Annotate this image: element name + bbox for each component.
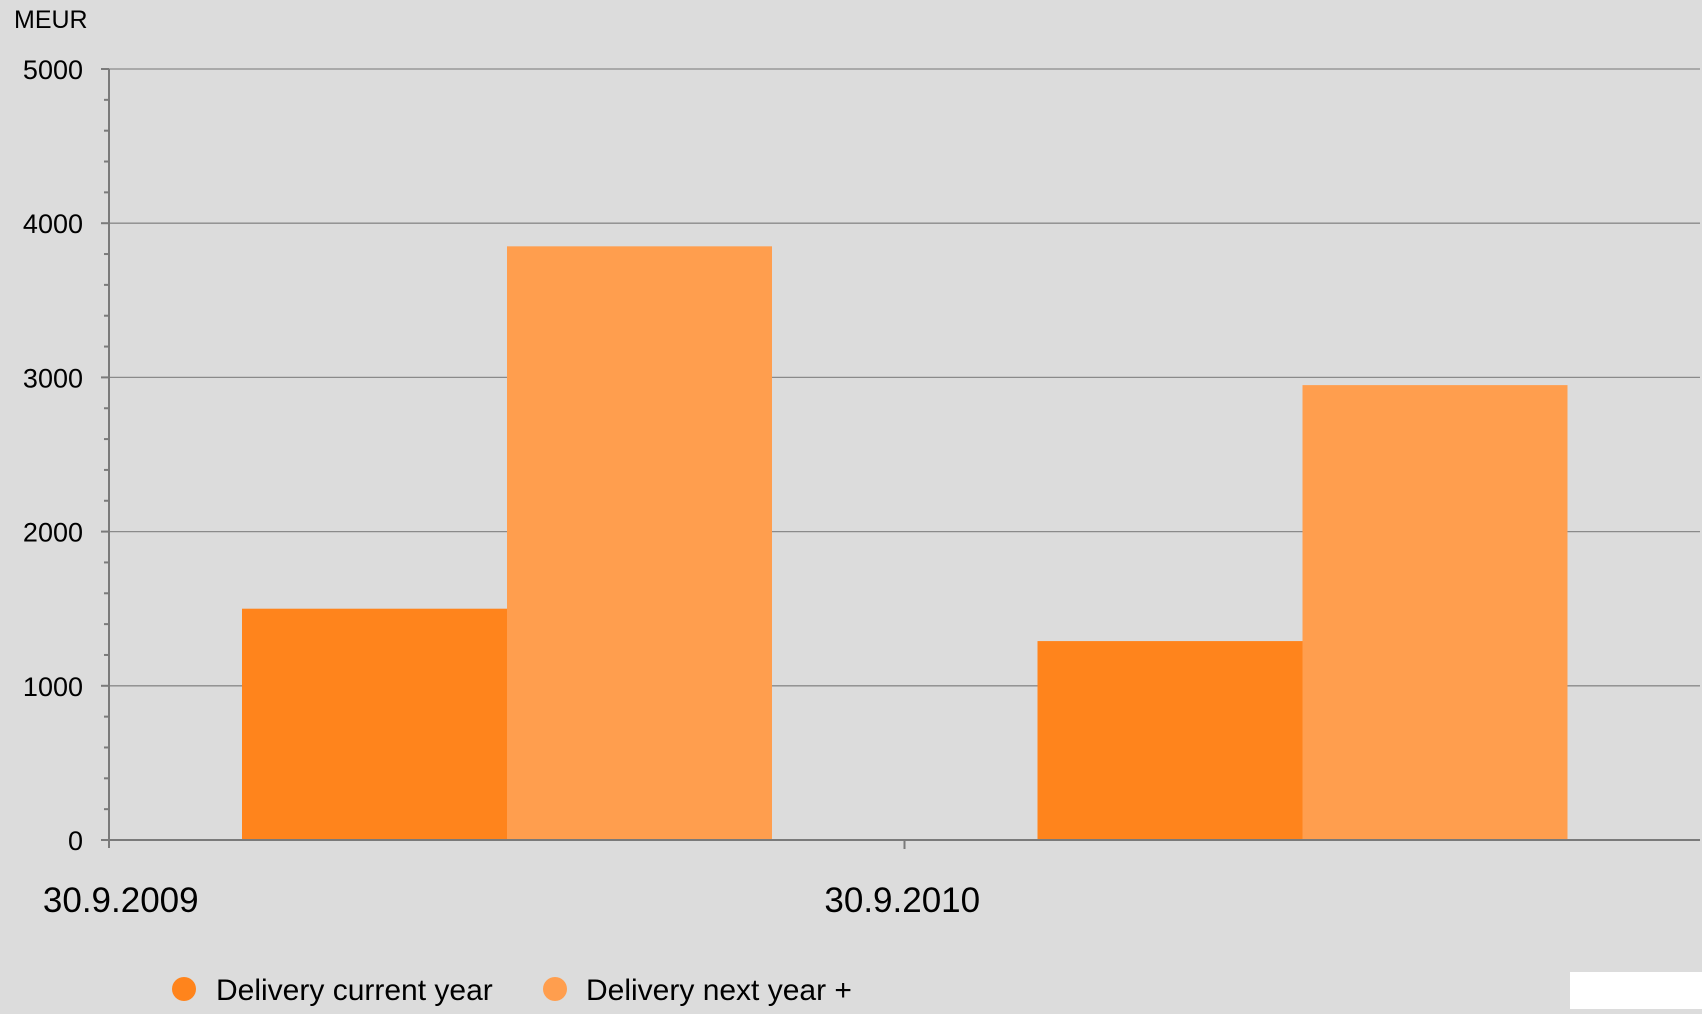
y-tick-label: 5000 [23,55,83,85]
corner-patch [1570,972,1702,1009]
bar [507,246,772,840]
y-tick-label: 0 [68,826,83,856]
y-axis-label: MEUR [14,6,88,34]
bar [1302,385,1568,840]
legend-marker [543,977,567,1001]
legend-marker [172,977,196,1001]
y-tick-label: 2000 [23,518,83,548]
legend-label: Delivery next year + [586,974,852,1007]
y-tick-label: 4000 [23,209,83,239]
bar [242,608,507,840]
y-tick-label: 3000 [23,363,83,393]
x-tick-label: 30.9.2010 [824,881,980,920]
x-tick-label: 30.9.2009 [43,881,199,920]
y-tick-label: 1000 [23,672,83,702]
legend-label: Delivery current year [216,974,493,1007]
bar [1037,641,1303,840]
